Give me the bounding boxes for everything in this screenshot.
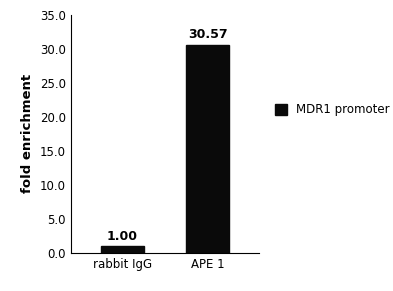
Bar [101,246,143,253]
Bar [187,45,230,253]
Text: 1.00: 1.00 [107,230,138,243]
Y-axis label: fold enrichment: fold enrichment [21,74,34,194]
Text: 30.57: 30.57 [188,28,228,41]
Legend: MDR1 promoter: MDR1 promoter [275,104,389,116]
